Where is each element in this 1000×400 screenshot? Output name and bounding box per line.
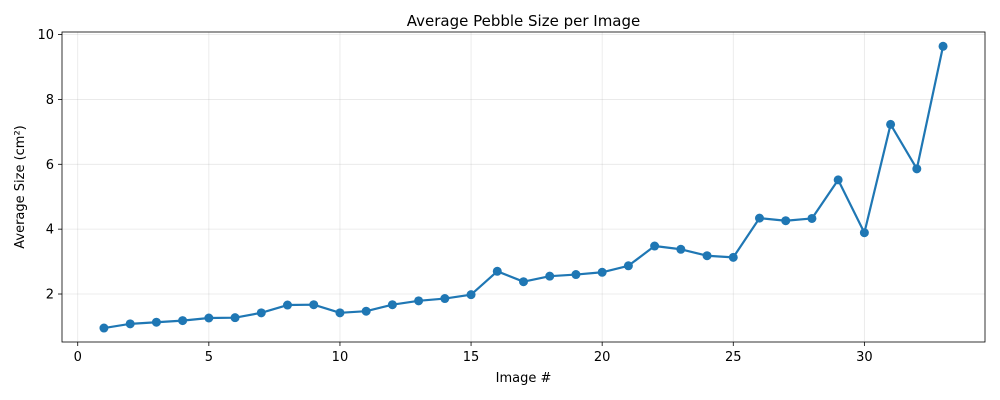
x-tick-label: 5 <box>205 350 213 365</box>
data-point <box>833 175 843 185</box>
data-point <box>676 244 686 254</box>
data-point <box>283 300 293 310</box>
x-tick-label: 15 <box>463 350 480 365</box>
data-point <box>309 300 319 310</box>
data-point <box>178 316 188 326</box>
data-point <box>545 271 555 281</box>
data-point <box>99 323 109 333</box>
data-point <box>702 251 712 261</box>
data-point <box>440 294 450 304</box>
data-point <box>807 213 817 223</box>
data-point <box>466 290 476 300</box>
data-point <box>414 296 424 306</box>
y-tick-label: 8 <box>46 93 54 108</box>
y-axis-label: Average Size (cm²) <box>13 125 28 249</box>
data-point <box>387 300 397 310</box>
data-point <box>519 277 528 287</box>
data-point <box>781 216 791 226</box>
data-point <box>492 266 502 276</box>
data-point <box>256 308 266 318</box>
x-tick-label: 0 <box>74 350 82 365</box>
data-point <box>125 319 135 329</box>
plot-frame <box>61 31 986 343</box>
data-point <box>912 164 922 174</box>
data-point <box>597 267 607 277</box>
data-point <box>151 317 161 327</box>
data-series <box>99 41 948 333</box>
data-point <box>859 228 869 238</box>
y-tick-label: 10 <box>37 28 54 43</box>
data-point <box>650 241 660 251</box>
data-point <box>361 306 371 316</box>
x-tick-label: 30 <box>856 350 873 365</box>
x-tick-label: 25 <box>725 350 742 365</box>
data-point <box>571 270 581 280</box>
data-point <box>938 41 948 51</box>
axis-ticks: 0 5 10 15 20 25 30 2 4 6 8 10 <box>37 28 872 365</box>
data-point <box>886 119 896 129</box>
y-tick-label: 4 <box>46 223 54 238</box>
x-axis-label: Image # <box>496 371 552 386</box>
grid <box>62 32 985 342</box>
y-tick-label: 6 <box>46 158 54 173</box>
data-point <box>754 213 764 223</box>
y-tick-label: 2 <box>46 288 54 303</box>
chart-title: Average Pebble Size per Image <box>407 12 641 30</box>
x-tick-label: 10 <box>332 350 349 365</box>
data-point <box>623 261 633 271</box>
data-point <box>335 308 345 318</box>
data-point <box>728 252 738 262</box>
data-point <box>230 313 240 323</box>
x-tick-label: 20 <box>594 350 611 365</box>
data-point <box>204 313 214 323</box>
